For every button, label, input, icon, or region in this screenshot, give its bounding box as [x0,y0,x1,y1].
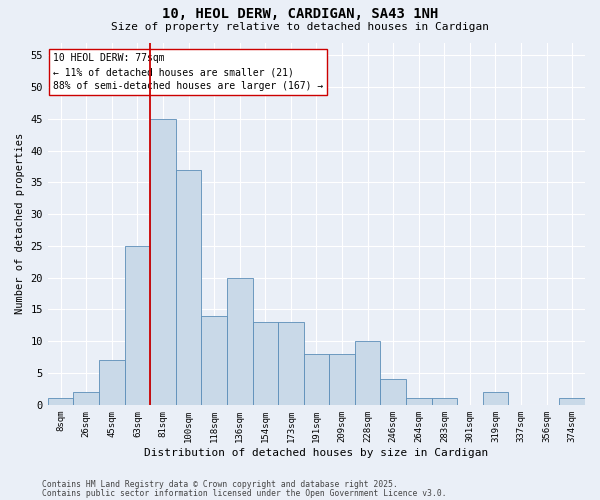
Bar [202,316,227,405]
Bar [150,119,176,405]
Bar [125,246,150,405]
Bar [355,342,380,405]
Bar [304,354,329,405]
Bar [227,278,253,405]
Bar [329,354,355,405]
Bar [99,360,125,405]
Text: 10, HEOL DERW, CARDIGAN, SA43 1NH: 10, HEOL DERW, CARDIGAN, SA43 1NH [162,8,438,22]
Y-axis label: Number of detached properties: Number of detached properties [15,133,25,314]
Bar [482,392,508,405]
Bar [406,398,431,405]
Bar [73,392,99,405]
Bar [253,322,278,405]
Bar [176,170,202,405]
Text: Contains public sector information licensed under the Open Government Licence v3: Contains public sector information licen… [42,488,446,498]
Text: 10 HEOL DERW: 77sqm
← 11% of detached houses are smaller (21)
88% of semi-detach: 10 HEOL DERW: 77sqm ← 11% of detached ho… [53,54,323,92]
Text: Contains HM Land Registry data © Crown copyright and database right 2025.: Contains HM Land Registry data © Crown c… [42,480,398,489]
Bar [559,398,585,405]
Bar [48,398,73,405]
X-axis label: Distribution of detached houses by size in Cardigan: Distribution of detached houses by size … [145,448,488,458]
Bar [431,398,457,405]
Bar [380,380,406,405]
Bar [278,322,304,405]
Text: Size of property relative to detached houses in Cardigan: Size of property relative to detached ho… [111,22,489,32]
